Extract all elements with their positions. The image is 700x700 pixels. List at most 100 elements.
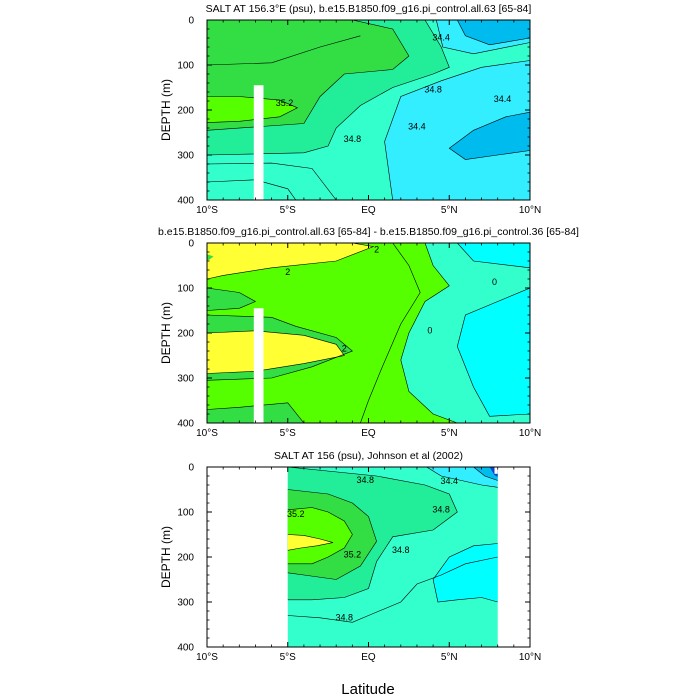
x-tick-label: 10°N: [519, 205, 541, 216]
panel-3: SALT AT 156 (psu), Johnson et al (2002) 3…: [159, 450, 541, 663]
contour-line: [207, 162, 337, 200]
x-tick-label: 10°S: [196, 428, 218, 439]
panel-2: b.e15.B1850.f09_g16.pi_control.all.63 [6…: [158, 226, 579, 439]
x-tick-label: 5°N: [441, 652, 458, 663]
x-tick-label: 5°N: [441, 428, 458, 439]
contour-line: [287, 534, 334, 551]
contour-label: 34.8: [424, 84, 442, 94]
filled-contour-region: [449, 112, 530, 160]
y-tick-label: 100: [177, 284, 194, 295]
y-axis-label: DEPTH (m): [159, 79, 173, 141]
y-tick-label: 200: [177, 553, 194, 564]
x-tick-label: 5°S: [280, 205, 297, 216]
filled-contour-region: [494, 467, 498, 474]
x-tick-label: EQ: [361, 428, 376, 439]
panel-3-title: SALT AT 156 (psu), Johnson et al (2002): [274, 450, 463, 462]
y-tick-label: 100: [177, 61, 194, 72]
contour-line: [436, 20, 530, 55]
filled-contour-region: [207, 330, 345, 374]
y-axis-label: DEPTH (m): [159, 526, 173, 588]
filled-contour-region: [287, 534, 333, 551]
contour-line: [400, 243, 458, 423]
contour-line: [432, 543, 498, 603]
contour-label: 0: [427, 325, 432, 335]
filled-contour-region: [457, 243, 530, 268]
x-tick-label: 10°S: [196, 205, 218, 216]
x-tick-label: 5°S: [280, 428, 297, 439]
contour-label: 35.2: [287, 509, 305, 519]
filled-contour-region: [207, 96, 298, 123]
contour-label: 2: [342, 343, 347, 353]
contour-label: 34.4: [408, 122, 426, 132]
panels-group: SALT AT 156.3°E (psu), b.e15.B1850.f09_g…: [158, 3, 579, 663]
y-tick-label: 300: [177, 151, 194, 162]
y-tick-label: 400: [177, 196, 194, 207]
y-tick-label: 200: [177, 329, 194, 340]
y-tick-label: 400: [177, 419, 194, 430]
missing-data-mask: [253, 308, 264, 423]
filled-contour-region: [457, 288, 530, 417]
contour-label: 34.4: [432, 33, 450, 43]
contour-line: [207, 314, 353, 381]
x-tick-label: 10°S: [196, 652, 218, 663]
y-tick-label: 0: [188, 239, 194, 250]
x-tick-label: EQ: [361, 205, 376, 216]
y-tick-label: 300: [177, 374, 194, 385]
y-tick-label: 200: [177, 106, 194, 117]
contour-line: [207, 402, 305, 423]
contour-line: [457, 243, 530, 269]
y-tick-label: 400: [177, 643, 194, 654]
contour-line: [426, 467, 498, 488]
filled-contour-region: [433, 543, 498, 602]
contour-label: 2: [374, 244, 379, 254]
contour-label: 34.8: [392, 545, 410, 555]
y-tick-label: 300: [177, 598, 194, 609]
y-tick-label: 100: [177, 508, 194, 519]
contour-label: 34.8: [357, 475, 375, 485]
contour-label: 35.2: [276, 98, 294, 108]
panel-1: SALT AT 156.3°E (psu), b.e15.B1850.f09_g…: [159, 3, 541, 216]
filled-contour-region: [384, 60, 530, 200]
y-tick-label: 0: [188, 16, 194, 27]
contour-label: 34.8: [432, 504, 450, 514]
x-axis-label: Latitude: [341, 681, 394, 698]
contour-label: 35.2: [344, 549, 362, 559]
filled-contour-region: [457, 20, 530, 45]
panel-1-plot-area: 34.4 34.8 35.2 34.8 34.4 34.4: [207, 20, 530, 200]
contour-line: [457, 20, 530, 46]
contour-line: [207, 287, 257, 311]
contour-line: [207, 35, 361, 66]
y-axis-label: DEPTH (m): [159, 302, 173, 364]
contour-label: 0: [492, 277, 497, 287]
contour-label: 34.8: [344, 134, 362, 144]
contour-line: [456, 287, 530, 417]
x-tick-label: EQ: [361, 652, 376, 663]
filled-contour-region: [207, 254, 214, 261]
contour-line: [287, 507, 353, 565]
panel-1-title: SALT AT 156.3°E (psu), b.e15.B1850.f09_g…: [206, 3, 532, 15]
contour-line: [473, 467, 498, 481]
contour-line: [360, 243, 421, 423]
panel-2-plot-area: 2 2 0 0 2: [207, 243, 530, 423]
contour-line: [287, 556, 498, 623]
x-tick-label: 10°N: [519, 428, 541, 439]
contour-label: 34.8: [336, 612, 354, 622]
contour-line: [207, 243, 375, 280]
contour-line: [384, 60, 530, 200]
filled-contour-region: [287, 507, 353, 564]
contour-label: 2: [285, 267, 290, 277]
contour-line: [287, 489, 377, 580]
filled-contour-region: [207, 243, 374, 279]
x-tick-label: 10°N: [519, 652, 541, 663]
contour-line: [207, 96, 299, 123]
panel-2-title: b.e15.B1850.f09_g16.pi_control.all.63 [6…: [158, 226, 579, 238]
contour-line: [207, 20, 450, 156]
filled-contour-region: [207, 288, 256, 311]
contour-line: [448, 111, 530, 160]
contour-label: 34.4: [494, 94, 512, 104]
contour-label: 34.4: [440, 476, 458, 486]
contour-line: [287, 467, 458, 601]
x-tick-label: 5°S: [280, 652, 297, 663]
missing-data-mask: [253, 85, 264, 200]
